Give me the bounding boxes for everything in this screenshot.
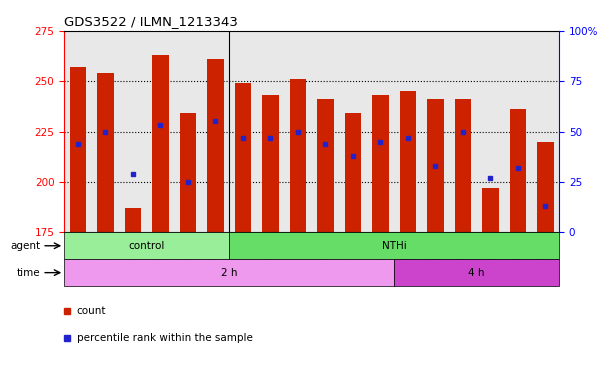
Bar	[455, 99, 471, 232]
Bar	[97, 73, 114, 232]
Bar	[207, 59, 224, 232]
Text: 4 h: 4 h	[468, 268, 485, 278]
Bar	[317, 99, 334, 232]
Bar	[125, 208, 141, 232]
Bar	[482, 188, 499, 232]
Bar	[262, 95, 279, 232]
Bar	[64, 259, 394, 286]
Bar	[510, 109, 526, 232]
Bar	[70, 67, 86, 232]
Text: NTHi: NTHi	[382, 241, 406, 251]
Bar	[537, 142, 554, 232]
Text: count: count	[76, 306, 106, 316]
Text: GDS3522 / ILMN_1213343: GDS3522 / ILMN_1213343	[64, 15, 238, 28]
Bar	[64, 232, 229, 259]
Bar	[235, 83, 251, 232]
Bar	[152, 55, 169, 232]
Text: agent: agent	[10, 241, 41, 251]
Bar	[345, 113, 361, 232]
Bar	[290, 79, 306, 232]
Text: 2 h: 2 h	[221, 268, 238, 278]
Bar	[400, 91, 416, 232]
Bar	[372, 95, 389, 232]
Text: time: time	[17, 268, 41, 278]
Bar	[394, 259, 559, 286]
Bar	[427, 99, 444, 232]
Text: percentile rank within the sample: percentile rank within the sample	[76, 333, 252, 343]
Bar	[229, 232, 559, 259]
Text: control: control	[128, 241, 165, 251]
Bar	[180, 113, 196, 232]
